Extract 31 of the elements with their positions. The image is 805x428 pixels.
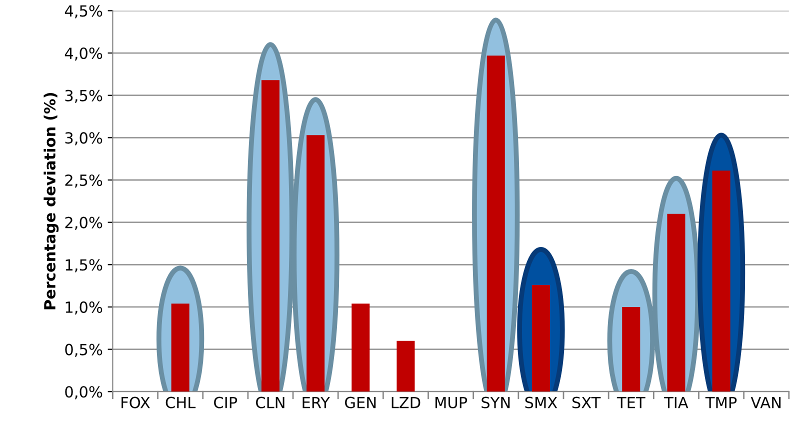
- y-tick-label: 1,0%: [66, 301, 102, 315]
- y-tick-label: 4,5%: [64, 5, 102, 18]
- bar: [396, 340, 415, 392]
- y-tick-label: 2,0%: [65, 216, 102, 230]
- x-tick-label: CIP: [214, 396, 238, 408]
- y-tick-label: 2,5%: [65, 174, 102, 188]
- x-tick-label: SMX: [525, 396, 558, 408]
- bar: [622, 306, 640, 392]
- x-tick-label: TET: [616, 396, 646, 408]
- x-tick-label: TIA: [664, 396, 688, 408]
- bar: [171, 304, 190, 392]
- x-tick-label: MUP: [436, 396, 468, 408]
- y-axis-title: Percentage deviation (%): [44, 93, 59, 310]
- bar: [532, 284, 550, 392]
- x-tick-label: VAN: [750, 396, 781, 408]
- y-tick-label: 3,5%: [65, 90, 102, 103]
- bar: [352, 304, 370, 392]
- x-tick-label: LZD: [392, 396, 420, 408]
- y-tick-label: 0,0%: [65, 386, 102, 400]
- x-tick-label: SYN: [482, 396, 510, 408]
- x-tick-label: SXT: [572, 396, 601, 408]
- x-tick-label: GEN: [345, 396, 376, 408]
- x-tick-label: ERY: [302, 396, 330, 408]
- y-tick-label: 0,5%: [65, 344, 102, 357]
- x-tick-label: TMP: [705, 396, 737, 408]
- y-tick-label: 1,5%: [66, 259, 102, 272]
- y-tick-label: 4,0%: [64, 47, 102, 61]
- x-tick-label: CLN: [256, 396, 284, 408]
- x-tick-label: FOX: [122, 396, 150, 408]
- x-tick-label: CHL: [166, 396, 196, 408]
- y-tick-label: 3,0%: [65, 132, 102, 146]
